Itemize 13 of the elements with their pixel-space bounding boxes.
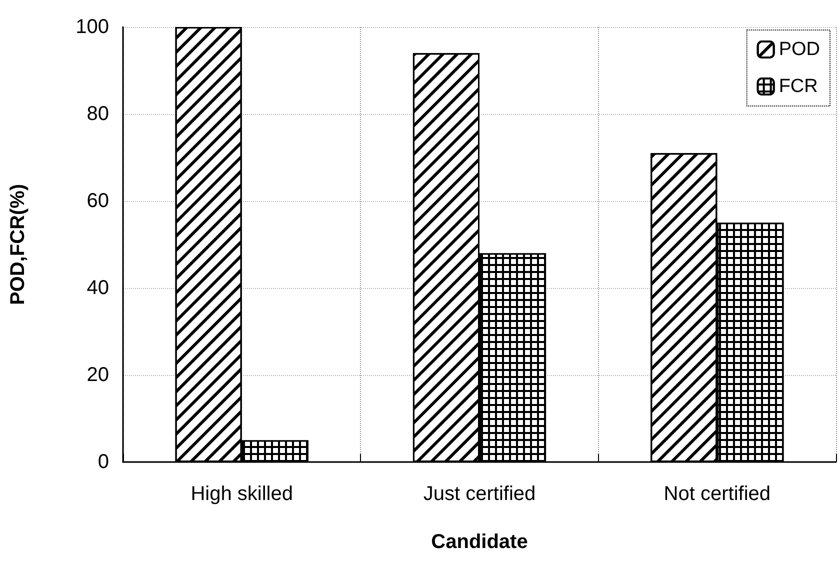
legend-label: POD — [778, 39, 820, 60]
y-tick-label: 60 — [86, 190, 109, 212]
y-axis-title: POD,FCR(%) — [7, 184, 29, 306]
y-tick-label: 100 — [76, 16, 109, 38]
y-tick-label: 80 — [86, 103, 109, 125]
x-tick-label: Just certified — [423, 483, 536, 505]
x-tick-label: Not certified — [664, 483, 771, 505]
y-tick-label: 20 — [86, 364, 109, 386]
y-tick-label: 40 — [86, 277, 109, 299]
y-tick-label: 0 — [98, 451, 109, 473]
x-tick-label: High skilled — [190, 483, 293, 505]
legend-label: FCR — [778, 76, 818, 97]
x-axis-title: Candidate — [431, 531, 528, 553]
